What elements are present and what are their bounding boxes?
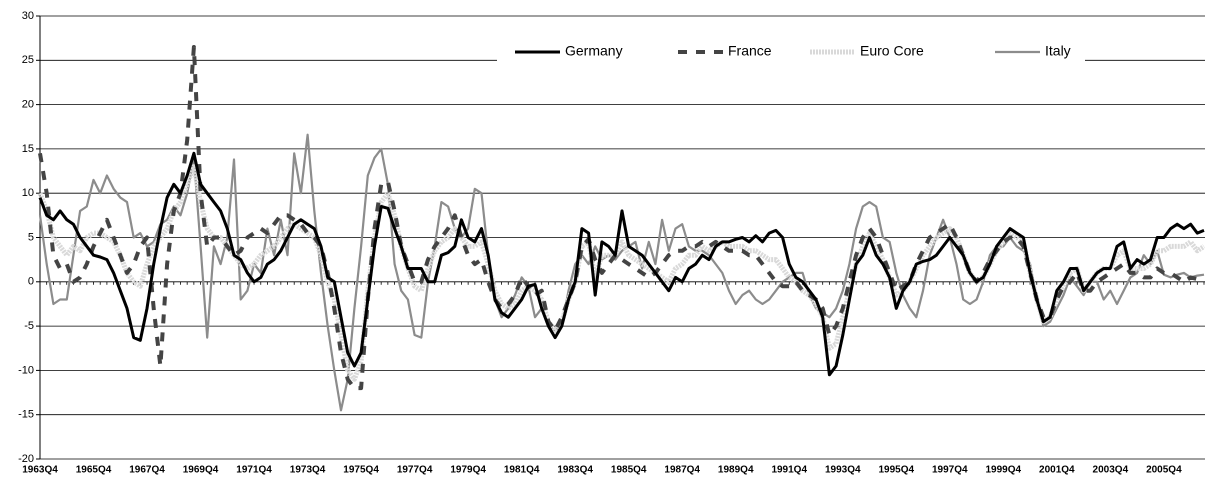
x-tick-label: 1963Q4 <box>22 465 58 476</box>
y-tick-label: 25 <box>22 54 34 66</box>
y-tick-label: -5 <box>24 320 34 332</box>
y-tick-label: 0 <box>28 276 34 288</box>
legend-label: Euro Core <box>860 43 924 59</box>
series-line <box>38 45 1205 391</box>
x-tick-label: 1969Q4 <box>183 465 219 476</box>
y-tick-label: 20 <box>22 99 34 111</box>
x-tick-label: 1985Q4 <box>611 465 647 476</box>
x-tick-label: 2005Q4 <box>1146 465 1182 476</box>
legend: Germany France Euro Core Italy <box>497 40 1085 64</box>
x-tick-label: 1991Q4 <box>771 465 807 476</box>
x-tick-label: 1971Q4 <box>236 465 272 476</box>
x-tick-label: 1965Q4 <box>76 465 112 476</box>
x-tick-label: 1975Q4 <box>343 465 379 476</box>
x-tick-label: 2001Q4 <box>1039 465 1075 476</box>
x-tick-label: 1973Q4 <box>290 465 326 476</box>
legend-box <box>497 40 1085 64</box>
x-tick-label: 1979Q4 <box>450 465 486 476</box>
x-tick-label: 2003Q4 <box>1093 465 1129 476</box>
legend-label: France <box>728 43 772 59</box>
x-tick-label: 1977Q4 <box>397 465 433 476</box>
y-tick-label: -10 <box>18 364 34 376</box>
y-tick-label: 10 <box>22 187 34 199</box>
x-tick-label: 1989Q4 <box>718 465 754 476</box>
series-line <box>38 151 1205 377</box>
x-tick-label: 1987Q4 <box>664 465 700 476</box>
x-tick-label: 1983Q4 <box>557 465 593 476</box>
legend-label: Italy <box>1045 43 1071 59</box>
y-tick-label: -20 <box>18 453 34 465</box>
y-tick-label: 15 <box>22 143 34 155</box>
x-tick-label: 1995Q4 <box>878 465 914 476</box>
y-tick-label: 30 <box>22 10 34 22</box>
x-tick-label: 1981Q4 <box>504 465 540 476</box>
y-tick-label: 5 <box>28 231 34 243</box>
legend-label: Germany <box>565 43 623 59</box>
x-tick-label: 1967Q4 <box>129 465 165 476</box>
x-tick-label: 1997Q4 <box>932 465 968 476</box>
x-tick-label: 1993Q4 <box>825 465 861 476</box>
y-tick-label: -15 <box>18 409 34 421</box>
x-tick-label: 1999Q4 <box>986 465 1022 476</box>
